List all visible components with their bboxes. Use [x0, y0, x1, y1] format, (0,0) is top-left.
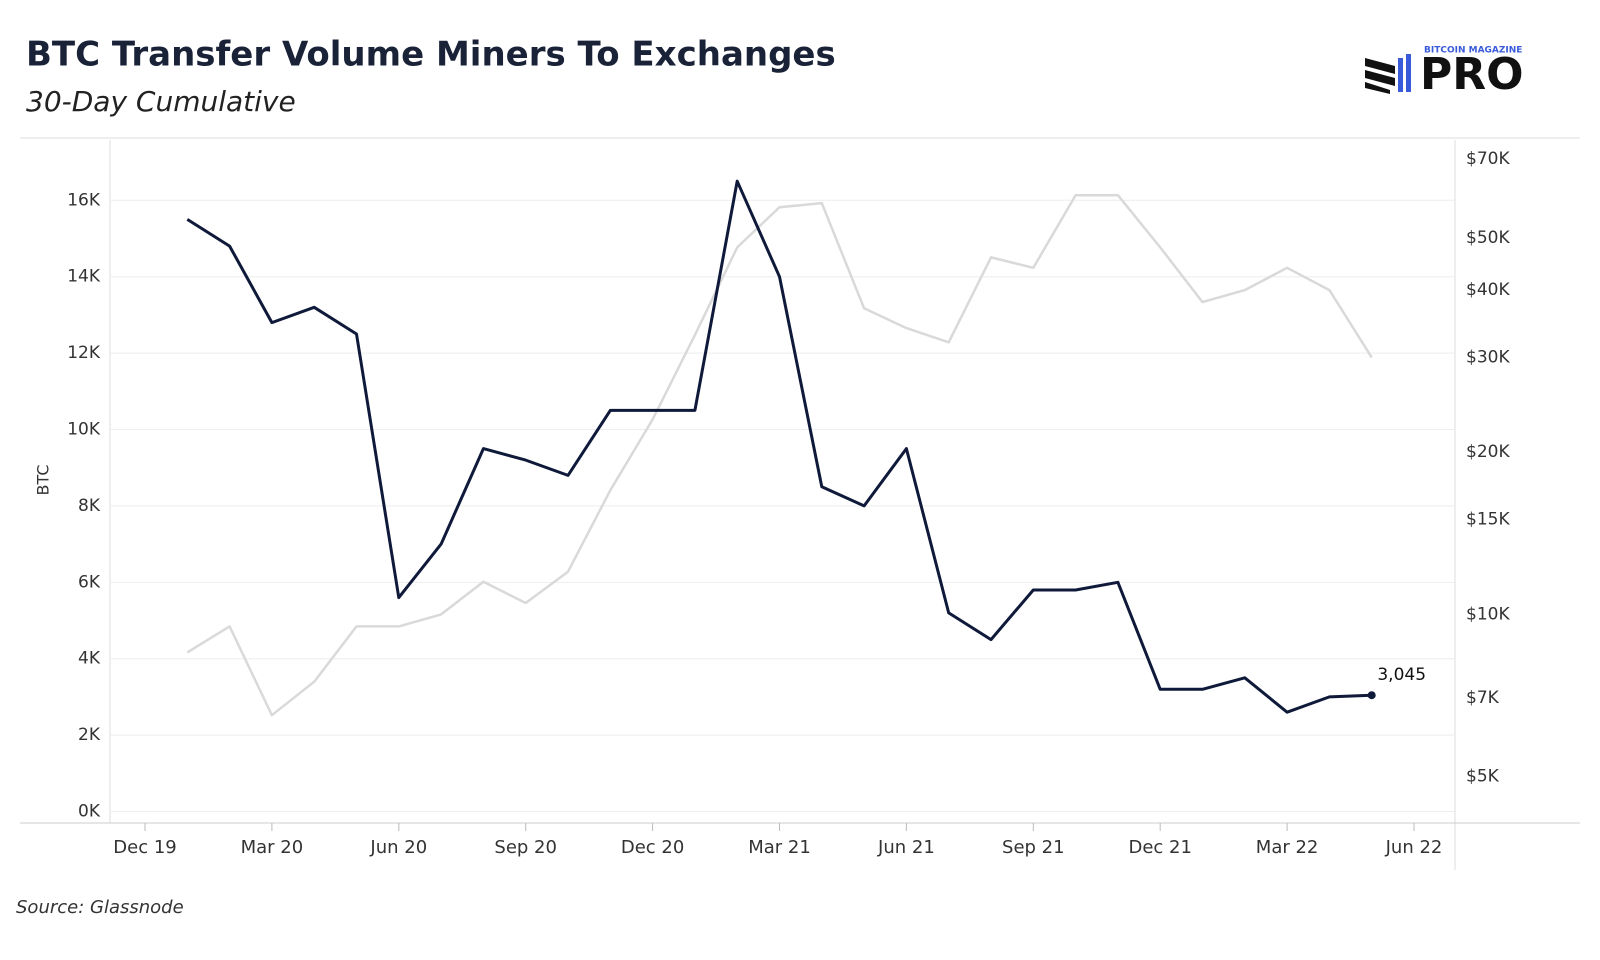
logo-large: PRO — [1420, 49, 1524, 100]
y-tick-label: 14K — [67, 267, 101, 287]
y2-tick-label: $10K — [1466, 604, 1510, 624]
y2-tick-label: $5K — [1466, 767, 1500, 787]
y-tick-label: 0K — [78, 802, 101, 822]
series-line — [186, 193, 1373, 717]
y2-tick-label: $15K — [1466, 510, 1510, 530]
logo-small: BITCOIN MAGAZINE — [1424, 46, 1522, 56]
x-tick-label: Dec 20 — [621, 837, 684, 858]
source: Source: Glassnode — [16, 897, 184, 918]
y-tick-label: 8K — [78, 496, 101, 516]
y2-tick-label: $50K — [1466, 228, 1510, 248]
logo: BITCOIN MAGAZINE PRO — [1365, 46, 1524, 100]
y-tick-label: 16K — [67, 190, 101, 210]
x-tick-label: Dec 19 — [113, 837, 176, 858]
y2-tick-label: $40K — [1466, 280, 1510, 300]
x-tick-label: Jun 20 — [369, 837, 427, 858]
y2-tick-label: $70K — [1466, 149, 1510, 169]
y-axis-title: BTC — [34, 465, 53, 496]
x-tick-label: Jun 21 — [877, 837, 935, 858]
x-tick-label: Sep 20 — [494, 837, 557, 858]
x-tick-label: Sep 21 — [1002, 837, 1065, 858]
chart-subtitle: 30-Day Cumulative — [26, 85, 296, 118]
y-tick-label: 12K — [67, 343, 101, 363]
y-tick-label: 10K — [67, 420, 101, 440]
y-tick-label: 2K — [78, 725, 101, 745]
y-tick-label: 6K — [78, 572, 101, 592]
end-point — [1367, 691, 1376, 700]
chart-title: BTC Transfer Volume Miners To Exchanges — [26, 35, 836, 75]
data-label: 3,045 — [1377, 665, 1426, 685]
series-line — [186, 179, 1372, 714]
y2-tick-label: $7K — [1466, 688, 1500, 708]
x-tick-label: Jun 22 — [1385, 837, 1443, 858]
y-tick-label: 4K — [78, 649, 101, 669]
y2-tick-label: $30K — [1466, 347, 1510, 367]
x-tick-label: Mar 22 — [1256, 837, 1319, 858]
x-tick-label: Dec 21 — [1128, 837, 1191, 858]
x-tick-label: Mar 21 — [748, 837, 811, 858]
y2-tick-label: $20K — [1466, 442, 1510, 462]
x-tick-label: Mar 20 — [241, 837, 304, 858]
